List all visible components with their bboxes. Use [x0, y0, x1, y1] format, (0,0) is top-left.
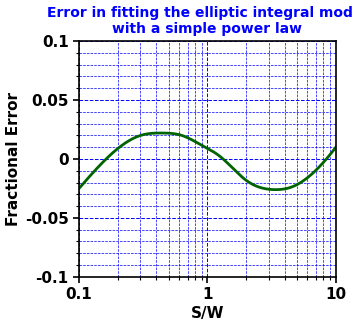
Title: Error in fitting the elliptic integral model
with a simple power law: Error in fitting the elliptic integral m… — [48, 6, 352, 36]
X-axis label: S/W: S/W — [191, 306, 224, 321]
Y-axis label: Fractional Error: Fractional Error — [6, 92, 20, 226]
